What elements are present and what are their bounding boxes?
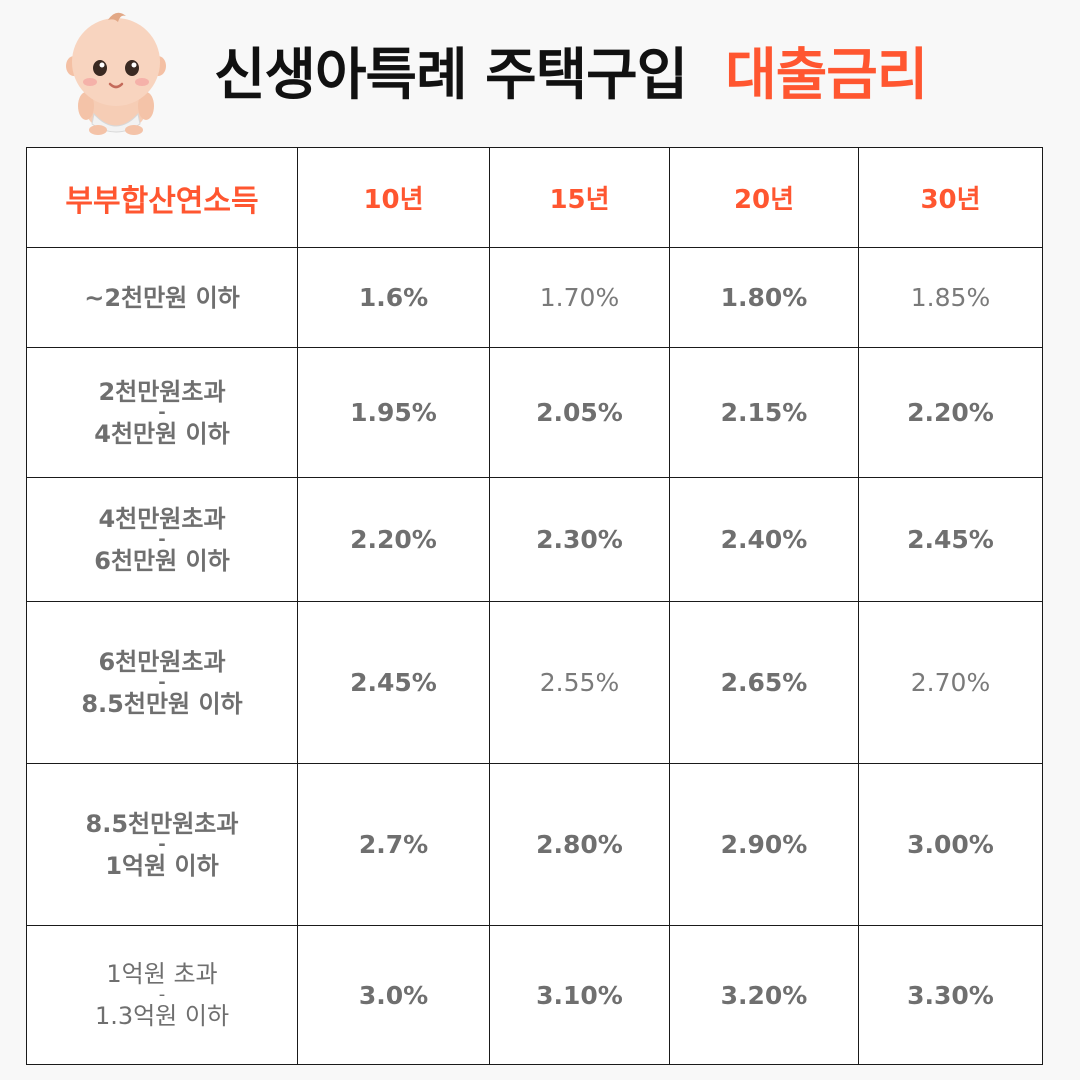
- rate-cell: 2.65%: [669, 601, 859, 764]
- page-title: 신생아특례 주택구입 대출금리: [214, 30, 928, 110]
- title-main: 신생아특례 주택구입: [214, 42, 688, 108]
- table-row: 6천만원초과 - 8.5천만원 이하 2.45% 2.55% 2.65% 2.7…: [26, 601, 1043, 764]
- rate-cell: 3.10%: [489, 925, 670, 1065]
- rate-cell: 2.20%: [297, 477, 490, 602]
- income-from: 4천만원초과: [98, 504, 226, 533]
- rate-cell: 2.7%: [297, 763, 490, 926]
- rate-cell: 2.20%: [858, 347, 1043, 478]
- header-10y: 10년: [297, 147, 490, 248]
- rate-cell: 3.20%: [669, 925, 859, 1065]
- table-header-row: 부부합산연소득 10년 15년 20년 30년: [26, 147, 1043, 248]
- rate-cell: 1.80%: [669, 247, 859, 348]
- header-20y: 20년: [669, 147, 859, 248]
- rate-cell: 1.6%: [297, 247, 490, 348]
- income-cell: ~2천만원 이하: [26, 247, 298, 348]
- income-from: 8.5천만원초과: [85, 809, 239, 838]
- table-row: 4천만원초과 - 6천만원 이하 2.20% 2.30% 2.40% 2.45%: [26, 477, 1043, 602]
- rate-cell: 2.80%: [489, 763, 670, 926]
- income-from: 6천만원초과: [98, 647, 226, 676]
- title-accent: 대출금리: [725, 42, 928, 108]
- header-15y: 15년: [489, 147, 670, 248]
- income-to: 1억원 이하: [105, 851, 219, 880]
- table-row: 8.5천만원초과 - 1억원 이하 2.7% 2.80% 2.90% 3.00%: [26, 763, 1043, 926]
- income-to: 4천만원 이하: [94, 419, 230, 448]
- rate-cell: 2.90%: [669, 763, 859, 926]
- baby-icon: [66, 12, 166, 135]
- income-range: ~2천만원 이하: [84, 283, 240, 312]
- income-to: 1.3억원 이하: [94, 1002, 230, 1030]
- rate-cell: 3.00%: [858, 763, 1043, 926]
- table-row: 1억원 초과 - 1.3억원 이하 3.0% 3.10% 3.20% 3.30%: [26, 925, 1043, 1065]
- rate-cell: 2.30%: [489, 477, 670, 602]
- rate-cell: 2.45%: [858, 477, 1043, 602]
- table-row: ~2천만원 이하 1.6% 1.70% 1.80% 1.85%: [26, 247, 1043, 348]
- rate-cell: 2.45%: [297, 601, 490, 764]
- income-cell: 4천만원초과 - 6천만원 이하: [26, 477, 298, 602]
- rate-cell: 2.55%: [489, 601, 670, 764]
- header-income: 부부합산연소득: [26, 147, 298, 248]
- income-to: 8.5천만원 이하: [81, 689, 243, 718]
- income-dash: -: [158, 984, 166, 1005]
- income-dash: -: [158, 401, 166, 423]
- rate-cell: 2.70%: [858, 601, 1043, 764]
- income-from: 1억원 초과: [106, 960, 218, 988]
- income-dash: -: [158, 833, 166, 855]
- income-cell: 8.5천만원초과 - 1억원 이하: [26, 763, 298, 926]
- rate-cell: 2.05%: [489, 347, 670, 478]
- rate-cell: 3.0%: [297, 925, 490, 1065]
- income-dash: -: [158, 671, 166, 693]
- header-30y: 30년: [858, 147, 1043, 248]
- rate-cell: 1.95%: [297, 347, 490, 478]
- rate-cell: 2.15%: [669, 347, 859, 478]
- income-to: 6천만원 이하: [94, 546, 230, 575]
- rate-cell: 2.40%: [669, 477, 859, 602]
- rate-cell: 3.30%: [858, 925, 1043, 1065]
- table-row: 2천만원초과 - 4천만원 이하 1.95% 2.05% 2.15% 2.20%: [26, 347, 1043, 478]
- header: 신생아특례 주택구입 대출금리: [0, 0, 1080, 140]
- rate-cell: 1.70%: [489, 247, 670, 348]
- income-dash: -: [158, 528, 166, 550]
- income-from: 2천만원초과: [98, 377, 226, 406]
- income-cell: 2천만원초과 - 4천만원 이하: [26, 347, 298, 478]
- income-cell: 6천만원초과 - 8.5천만원 이하: [26, 601, 298, 764]
- income-cell: 1억원 초과 - 1.3억원 이하: [26, 925, 298, 1065]
- rate-cell: 1.85%: [858, 247, 1043, 348]
- rate-table: 부부합산연소득 10년 15년 20년 30년 ~2천만원 이하 1.6% 1.…: [26, 147, 1043, 1065]
